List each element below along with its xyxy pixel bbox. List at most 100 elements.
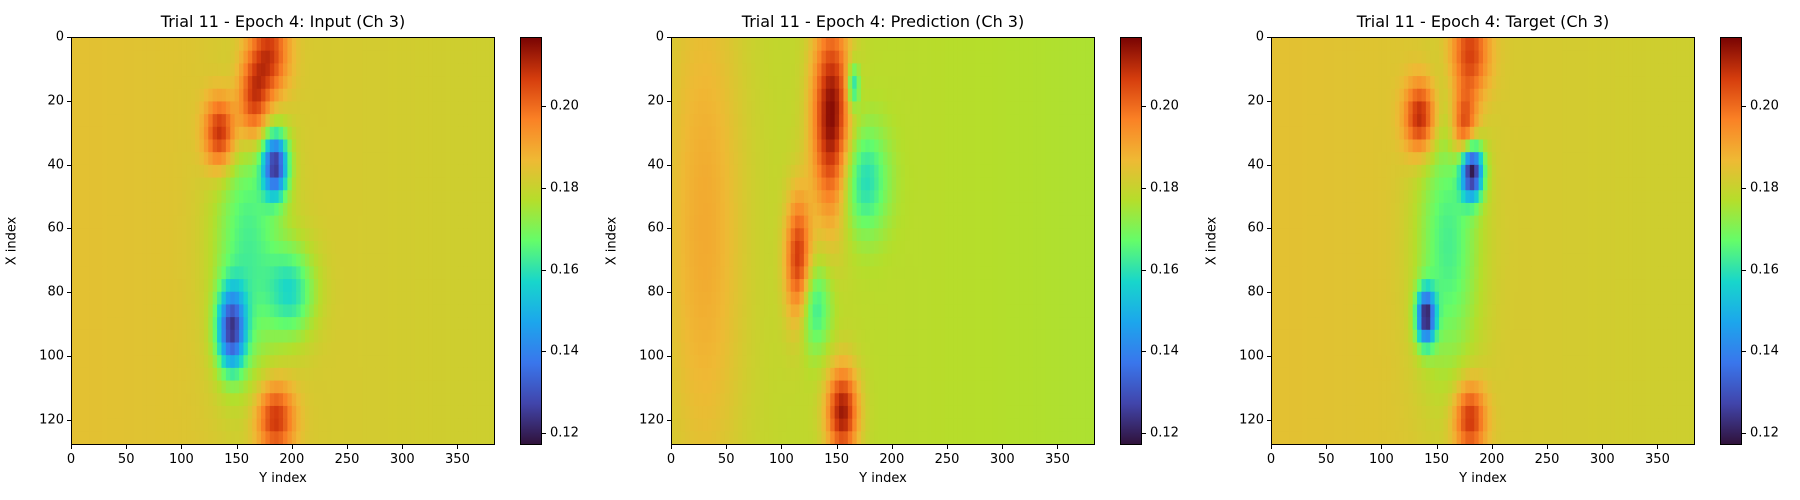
heatmap-cell: [80, 355, 86, 369]
heatmap-cell: [362, 367, 368, 382]
heatmap-cell: [768, 152, 774, 166]
heatmap-cell: [781, 279, 787, 293]
heatmap-cell: [291, 253, 297, 267]
heatmap-cell: [808, 266, 814, 280]
heatmap-cell: [476, 215, 482, 229]
heatmap-cell: [256, 279, 262, 293]
heatmap-cell: [904, 228, 910, 242]
heatmap-cell: [278, 228, 284, 242]
heatmap-cell: [852, 279, 858, 293]
heatmap-cell: [120, 241, 126, 255]
heatmap-cell: [120, 329, 126, 344]
heatmap-cell: [357, 279, 363, 293]
heatmap-cell: [217, 241, 223, 255]
heatmap-cell: [720, 190, 726, 204]
heatmap-cell: [975, 253, 981, 267]
heatmap-cell: [962, 215, 968, 229]
heatmap-cell: [168, 101, 174, 115]
heatmap-cell: [212, 63, 218, 77]
heatmap-cell: [190, 367, 196, 382]
heatmap-cell: [247, 367, 253, 382]
heatmap-cell: [379, 114, 385, 128]
heatmap-cell: [370, 304, 376, 318]
heatmap-cell: [124, 291, 130, 306]
heatmap-cell: [269, 215, 275, 229]
heatmap-cell: [366, 317, 372, 331]
heatmap-cell: [256, 228, 262, 242]
heatmap-cell: [445, 367, 451, 382]
heatmap-cell: [322, 228, 328, 242]
heatmap-cell: [1089, 266, 1094, 280]
heatmap-cell: [291, 63, 297, 77]
heatmap-cell: [111, 380, 117, 394]
heatmap-cell: [777, 202, 783, 217]
heatmap-cell: [1014, 38, 1020, 52]
heatmap-cell: [904, 101, 910, 115]
heatmap-cell: [313, 266, 319, 280]
heatmap-cell: [177, 393, 183, 407]
heatmap-cell: [230, 139, 236, 153]
heatmap-cell: [737, 164, 743, 179]
heatmap-cell: [247, 76, 253, 90]
heatmap-cell: [874, 241, 880, 255]
heatmap-cell: [362, 152, 368, 166]
heatmap-cell: [406, 253, 412, 267]
heatmap-cell: [869, 177, 875, 191]
heatmap-cell: [304, 202, 310, 217]
heatmap-cell: [133, 317, 139, 331]
heatmap-cell: [190, 177, 196, 191]
heatmap-cell: [685, 279, 691, 293]
heatmap-cell: [953, 101, 959, 115]
heatmap-cell: [751, 76, 757, 90]
heatmap-cell: [489, 393, 494, 407]
heatmap-cell: [239, 76, 245, 90]
heatmap-cell: [1045, 253, 1051, 267]
heatmap-cell: [344, 38, 350, 52]
heatmap-cell: [773, 38, 779, 52]
heatmap-cell: [900, 88, 906, 103]
heatmap-cell: [1080, 88, 1086, 103]
heatmap-cell: [120, 393, 126, 407]
heatmap-cell: [707, 253, 713, 267]
heatmap-cell: [366, 355, 372, 369]
heatmap-cell: [874, 63, 880, 77]
heatmap-cell: [931, 228, 937, 242]
heatmap-cell: [243, 317, 249, 331]
heatmap-cell: [458, 114, 464, 128]
heatmap-cell: [72, 304, 77, 318]
heatmap-cell: [335, 50, 341, 64]
heatmap-cell: [861, 202, 867, 217]
heatmap-cell: [1023, 164, 1029, 179]
heatmap-cell: [847, 241, 853, 255]
heatmap-cell: [256, 63, 262, 77]
heatmap-cell: [702, 152, 708, 166]
heatmap-cell: [164, 63, 170, 77]
heatmap-cell: [234, 38, 240, 52]
heatmap-cell: [724, 63, 730, 77]
heatmap-cell: [353, 418, 359, 432]
heatmap-cell: [370, 38, 376, 52]
heatmap-cell: [230, 101, 236, 115]
heatmap-cell: [746, 228, 752, 242]
heatmap-cell: [269, 393, 275, 407]
heatmap-cell: [269, 76, 275, 90]
heatmap-cell: [129, 101, 135, 115]
heatmap-cell: [93, 266, 99, 280]
heatmap-cell: [406, 342, 412, 356]
heatmap-cell: [265, 190, 271, 204]
heatmap-cell: [414, 228, 420, 242]
heatmap-cell: [230, 304, 236, 318]
heatmap-cell: [953, 164, 959, 179]
heatmap-cell: [186, 202, 192, 217]
heatmap-cell: [283, 126, 288, 141]
heatmap-cell: [190, 202, 196, 217]
heatmap-cell: [335, 114, 341, 128]
heatmap-cell: [72, 38, 77, 52]
heatmap-cell: [313, 329, 319, 344]
heatmap-cell: [489, 228, 494, 242]
heatmap-cell: [419, 114, 425, 128]
heatmap-cell: [1050, 164, 1056, 179]
heatmap-cell: [300, 342, 306, 356]
heatmap-cell: [177, 380, 183, 394]
heatmap-cell: [1041, 164, 1047, 179]
